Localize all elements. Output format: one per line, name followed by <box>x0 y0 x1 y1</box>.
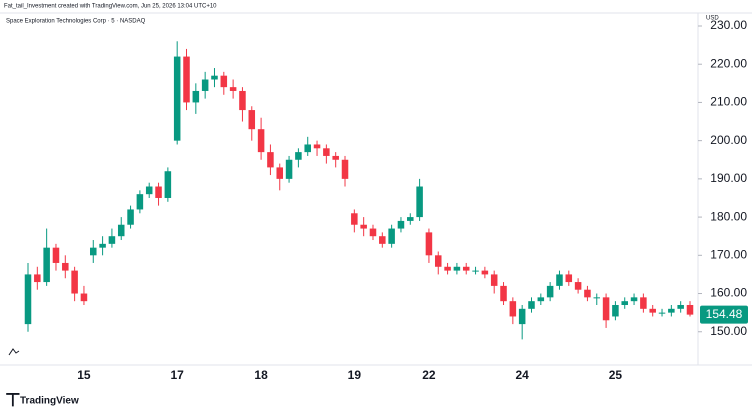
candle-body <box>686 304 694 315</box>
candle-body <box>379 236 386 244</box>
candle-body <box>332 155 339 160</box>
candle-body <box>173 56 181 141</box>
candle-body <box>621 301 628 305</box>
last-price-box <box>700 305 748 324</box>
x-tick-label: 15 <box>77 368 91 382</box>
y-tick-label: 200.00 <box>710 133 747 147</box>
candle-body <box>453 266 461 271</box>
candle-body <box>145 186 153 195</box>
chart-title: Space Exploration Technologies Corp · 5 … <box>6 19 146 25</box>
candle-body <box>397 220 405 229</box>
candle-body <box>351 213 358 225</box>
candle-body <box>267 152 274 168</box>
candle-body <box>509 301 517 317</box>
candle-body <box>248 110 256 130</box>
candle-body <box>136 194 144 210</box>
candle-body <box>481 270 489 275</box>
y-tick-label: 220.00 <box>710 56 747 70</box>
candle-body <box>80 293 88 302</box>
candle-body <box>99 243 106 248</box>
candle-body <box>34 274 41 283</box>
candle-body <box>295 152 302 160</box>
candle-body <box>434 255 442 267</box>
y-tick-label: 150.00 <box>710 324 747 338</box>
candle-body <box>612 304 619 317</box>
candle-body <box>201 79 209 91</box>
y-tick-label: 160.00 <box>710 286 747 300</box>
x-tick-label: 24 <box>515 368 529 382</box>
candle-body <box>574 282 582 290</box>
x-tick-label: 22 <box>422 368 436 382</box>
candle-body <box>490 274 498 286</box>
header: Fat_tail_Investment created with Trading… <box>4 4 217 10</box>
candle-body <box>425 232 433 256</box>
candle-body <box>602 297 610 321</box>
candle-body <box>649 308 656 313</box>
candle-body <box>127 209 134 225</box>
x-tick-label: 17 <box>171 368 185 382</box>
y-tick-label: 180.00 <box>710 209 747 223</box>
candle-body <box>211 75 218 80</box>
candle-body <box>220 75 228 88</box>
candle-body <box>528 301 535 309</box>
candle-body <box>537 297 545 302</box>
pointer-icon <box>8 348 20 356</box>
y-tick-label: 210.00 <box>710 95 747 109</box>
x-tick-label: 25 <box>609 368 623 382</box>
candle-body <box>584 289 591 298</box>
candle-body <box>500 285 507 302</box>
brand: TradingView <box>20 396 79 407</box>
candle-body <box>546 285 554 298</box>
candle-body <box>369 228 377 237</box>
candle-body <box>43 247 50 283</box>
candle-body <box>640 297 647 309</box>
last-price-label: 154.48 <box>706 307 743 321</box>
candle-body <box>407 217 414 221</box>
candle-body <box>313 144 321 149</box>
candle-body <box>285 159 293 179</box>
candle-body <box>304 144 311 153</box>
candle-body <box>360 224 367 229</box>
candle-body <box>416 186 423 218</box>
candle-body <box>341 159 349 179</box>
candle-body <box>658 312 666 314</box>
candle-body <box>239 90 246 111</box>
candle-body <box>388 228 395 244</box>
candle-body <box>593 297 601 299</box>
currency: USD <box>706 16 719 22</box>
candle-body <box>630 297 638 302</box>
candle-body <box>677 304 684 309</box>
candle-body <box>164 171 172 198</box>
candle-body <box>462 266 470 271</box>
candle-body <box>565 274 573 283</box>
candle-body <box>52 247 60 263</box>
x-tick-label: 19 <box>348 368 362 382</box>
candle-body <box>183 56 190 103</box>
candle-body <box>24 274 32 325</box>
candle-body <box>668 308 675 313</box>
candle-body <box>257 129 265 153</box>
candle-body <box>155 186 162 198</box>
candle-body <box>62 262 69 271</box>
candle-body <box>117 224 125 237</box>
candle-body <box>323 148 330 156</box>
candle-body <box>472 270 479 272</box>
candle-body <box>444 266 451 271</box>
candle-body <box>71 270 78 294</box>
candle-body <box>229 87 237 91</box>
candle-body <box>192 90 200 103</box>
candle-body <box>276 167 284 179</box>
x-tick-label: 18 <box>254 368 268 382</box>
candle-body <box>556 274 563 286</box>
candle-body <box>108 236 116 244</box>
y-tick-label: 230.00 <box>710 18 747 32</box>
y-tick-label: 170.00 <box>710 247 747 261</box>
candle-body <box>90 247 97 256</box>
y-tick-label: 190.00 <box>710 171 747 185</box>
candle-body <box>518 308 526 325</box>
logo-mark: ⊤ <box>5 390 21 410</box>
